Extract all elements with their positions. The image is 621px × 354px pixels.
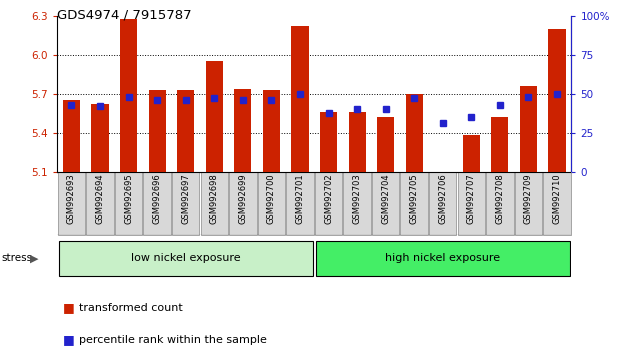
Bar: [263, 90, 280, 172]
Text: GSM992701: GSM992701: [296, 173, 304, 224]
FancyBboxPatch shape: [58, 172, 85, 235]
Bar: [548, 29, 566, 172]
Text: GSM992702: GSM992702: [324, 173, 333, 224]
Text: GSM992697: GSM992697: [181, 173, 190, 224]
FancyBboxPatch shape: [143, 172, 171, 235]
Bar: [91, 104, 109, 172]
Bar: [206, 61, 223, 172]
FancyBboxPatch shape: [172, 172, 199, 235]
Bar: [320, 112, 337, 172]
Text: GSM992696: GSM992696: [153, 173, 161, 224]
Text: GSM992700: GSM992700: [267, 173, 276, 224]
Text: GSM992710: GSM992710: [553, 173, 561, 224]
Text: GDS4974 / 7915787: GDS4974 / 7915787: [57, 9, 192, 22]
Text: GSM992699: GSM992699: [238, 173, 247, 224]
Text: GSM992706: GSM992706: [438, 173, 447, 224]
FancyBboxPatch shape: [315, 172, 342, 235]
FancyBboxPatch shape: [58, 241, 313, 276]
Text: GSM992705: GSM992705: [410, 173, 419, 224]
FancyBboxPatch shape: [429, 172, 456, 235]
Bar: [406, 94, 423, 172]
Text: high nickel exposure: high nickel exposure: [385, 253, 501, 263]
Text: low nickel exposure: low nickel exposure: [131, 253, 240, 263]
Text: transformed count: transformed count: [79, 303, 183, 313]
FancyBboxPatch shape: [515, 172, 542, 235]
Bar: [520, 86, 537, 172]
FancyBboxPatch shape: [401, 172, 428, 235]
Bar: [63, 100, 80, 172]
Bar: [377, 117, 394, 172]
Text: GSM992703: GSM992703: [353, 173, 361, 224]
Text: percentile rank within the sample: percentile rank within the sample: [79, 335, 267, 345]
Text: ■: ■: [63, 302, 75, 314]
Bar: [348, 112, 366, 172]
Bar: [177, 90, 194, 172]
FancyBboxPatch shape: [115, 172, 142, 235]
FancyBboxPatch shape: [258, 172, 285, 235]
FancyBboxPatch shape: [229, 172, 256, 235]
Bar: [148, 90, 166, 172]
Bar: [463, 135, 480, 172]
Bar: [120, 18, 137, 172]
Text: GSM992709: GSM992709: [524, 173, 533, 224]
FancyBboxPatch shape: [86, 172, 114, 235]
Bar: [291, 26, 309, 172]
Text: GSM992698: GSM992698: [210, 173, 219, 224]
Text: GSM992693: GSM992693: [67, 173, 76, 224]
FancyBboxPatch shape: [486, 172, 514, 235]
FancyBboxPatch shape: [372, 172, 399, 235]
Text: GSM992704: GSM992704: [381, 173, 390, 224]
FancyBboxPatch shape: [458, 172, 485, 235]
Text: GSM992708: GSM992708: [496, 173, 504, 224]
FancyBboxPatch shape: [343, 172, 371, 235]
FancyBboxPatch shape: [201, 172, 228, 235]
FancyBboxPatch shape: [543, 172, 571, 235]
FancyBboxPatch shape: [315, 241, 570, 276]
Bar: [491, 117, 509, 172]
Bar: [234, 88, 252, 172]
Text: stress: stress: [1, 253, 32, 263]
Text: GSM992707: GSM992707: [467, 173, 476, 224]
Text: GSM992694: GSM992694: [96, 173, 104, 224]
FancyBboxPatch shape: [286, 172, 314, 235]
Text: ■: ■: [63, 333, 75, 346]
Text: ▶: ▶: [30, 253, 39, 263]
Text: GSM992695: GSM992695: [124, 173, 133, 224]
